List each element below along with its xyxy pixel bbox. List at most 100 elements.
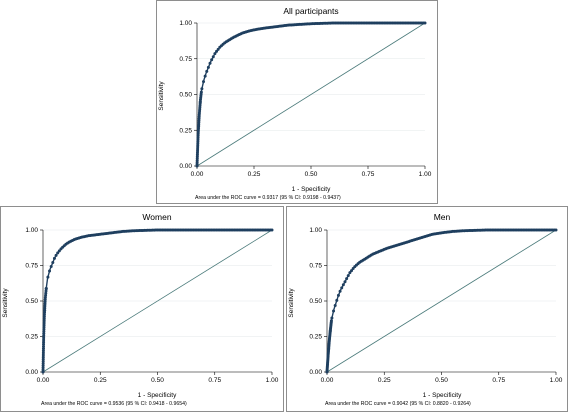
y-tick-label: 0.00 — [309, 369, 322, 376]
roc-point — [210, 58, 214, 62]
y-tick-label: 0.75 — [309, 263, 322, 270]
roc-point — [270, 228, 274, 232]
reference-line — [42, 229, 273, 373]
x-axis-label: 1 - Specificity — [292, 186, 331, 193]
roc-point — [57, 249, 61, 253]
roc-point — [42, 317, 46, 321]
roc-point — [41, 344, 45, 348]
roc-panel-all-participants: 0.00 0.00 0.25 0.25 0.50 0.50 0.75 0.75 1.00 1.00… — [156, 0, 438, 204]
y-tick-label: 0.00 — [179, 163, 192, 170]
roc-point — [203, 74, 207, 78]
roc-point — [51, 260, 55, 264]
roc-point — [42, 323, 46, 327]
roc-point — [197, 124, 201, 128]
roc-point — [345, 277, 349, 281]
roc-point — [423, 21, 427, 25]
roc-point — [346, 274, 350, 278]
roc-point — [41, 370, 45, 374]
auc-note: Area under the ROC curve = 0.9536 (95 % … — [41, 401, 187, 407]
roc-point — [327, 347, 331, 351]
roc-point — [206, 65, 210, 69]
roc-point — [42, 327, 46, 331]
roc-point — [42, 342, 46, 346]
roc-point — [43, 302, 47, 306]
y-axis-label: Sensitivity — [2, 288, 9, 318]
plot-area: 0.000.00 0.25 0.25 0.50 0.50 0.75 0.75 1.00 1.00 — [309, 227, 562, 384]
y-tick-label: 0.50 — [179, 92, 192, 99]
reference-line — [196, 22, 426, 167]
x-tick-label: 0.00 — [321, 377, 334, 384]
x-tick-label: 0.50 — [435, 377, 448, 384]
y-tick-label: 0.50 — [25, 298, 38, 305]
roc-point — [41, 351, 45, 355]
chart-title: All participants — [283, 6, 338, 16]
x-tick-label: 0.25 — [378, 377, 391, 384]
roc-point — [54, 253, 58, 257]
y-tick-label: 0.75 — [25, 263, 38, 270]
roc-point — [211, 55, 215, 59]
roc-point — [340, 286, 344, 290]
roc-point — [200, 87, 204, 91]
roc-point — [43, 304, 47, 308]
roc-point — [41, 355, 45, 359]
y-axis-label: Sensitivity — [288, 288, 295, 318]
y-tick-label: 0.25 — [25, 334, 38, 341]
roc-point — [43, 300, 47, 304]
roc-point — [48, 269, 52, 273]
roc-point — [348, 271, 352, 275]
roc-point — [42, 319, 46, 323]
roc-point — [330, 316, 334, 320]
roc-point — [49, 265, 53, 269]
roc-point — [41, 364, 45, 368]
roc-chart-all-participants: 0.000.00 0.25 0.25 0.50 0.50 0.75 0.75 1.00 1.00… — [158, 6, 432, 201]
y-tick-label: 0.00 — [25, 369, 38, 376]
roc-point — [56, 251, 60, 255]
roc-point — [333, 303, 337, 307]
x-tick-label: 0.50 — [151, 377, 164, 384]
roc-point — [198, 100, 202, 104]
roc-panel-women: 0.00 0.00 0.25 0.25 0.50 0.50 0.75 0.75 1.00 1.00… — [0, 206, 284, 412]
roc-point — [41, 361, 45, 365]
roc-point — [199, 90, 203, 94]
roc-point — [44, 286, 48, 290]
reference-line — [326, 229, 557, 373]
y-tick-label: 1.00 — [179, 20, 192, 27]
roc-point — [216, 47, 220, 51]
chart-title: Women — [142, 212, 171, 222]
x-tick-label: 0.25 — [94, 377, 107, 384]
auc-note: Area under the ROC curve = 0.9317 (95 % … — [195, 195, 341, 201]
roc-point — [42, 336, 46, 340]
roc-markers — [325, 228, 558, 374]
roc-point — [42, 325, 46, 329]
roc-point — [328, 329, 332, 333]
y-tick-label: 0.75 — [179, 56, 192, 63]
roc-chart-women: 0.000.00 0.25 0.25 0.50 0.50 0.75 0.75 1.00 1.00… — [2, 212, 279, 407]
roc-point — [336, 293, 340, 297]
x-tick-label: 0.75 — [208, 377, 221, 384]
y-axis-label: Sensitivity — [158, 81, 165, 111]
roc-point — [41, 353, 45, 357]
roc-point — [41, 347, 45, 351]
roc-point — [341, 283, 345, 287]
roc-panel-men: 0.00 0.00 0.25 0.25 0.50 0.50 0.75 0.75 1.00 1.00… — [286, 206, 568, 412]
roc-point — [202, 80, 206, 84]
roc-point — [338, 289, 342, 293]
roc-point — [41, 349, 45, 353]
roc-point — [332, 309, 336, 313]
roc-point — [42, 315, 46, 319]
roc-point — [335, 298, 339, 302]
roc-markers — [41, 228, 274, 374]
roc-point — [42, 332, 46, 336]
roc-chart-men: 0.000.00 0.25 0.25 0.50 0.50 0.75 0.75 1.00 1.00… — [288, 212, 563, 407]
x-tick-label: 0.25 — [248, 171, 261, 178]
roc-point — [41, 359, 45, 363]
roc-point — [43, 308, 47, 312]
roc-point — [42, 330, 46, 334]
roc-point — [205, 69, 209, 73]
roc-point — [52, 256, 56, 260]
roc-markers — [195, 21, 427, 168]
roc-point — [42, 340, 46, 344]
roc-point — [43, 298, 47, 302]
x-axis-label: 1 - Specificity — [423, 392, 462, 399]
roc-point — [554, 228, 558, 232]
